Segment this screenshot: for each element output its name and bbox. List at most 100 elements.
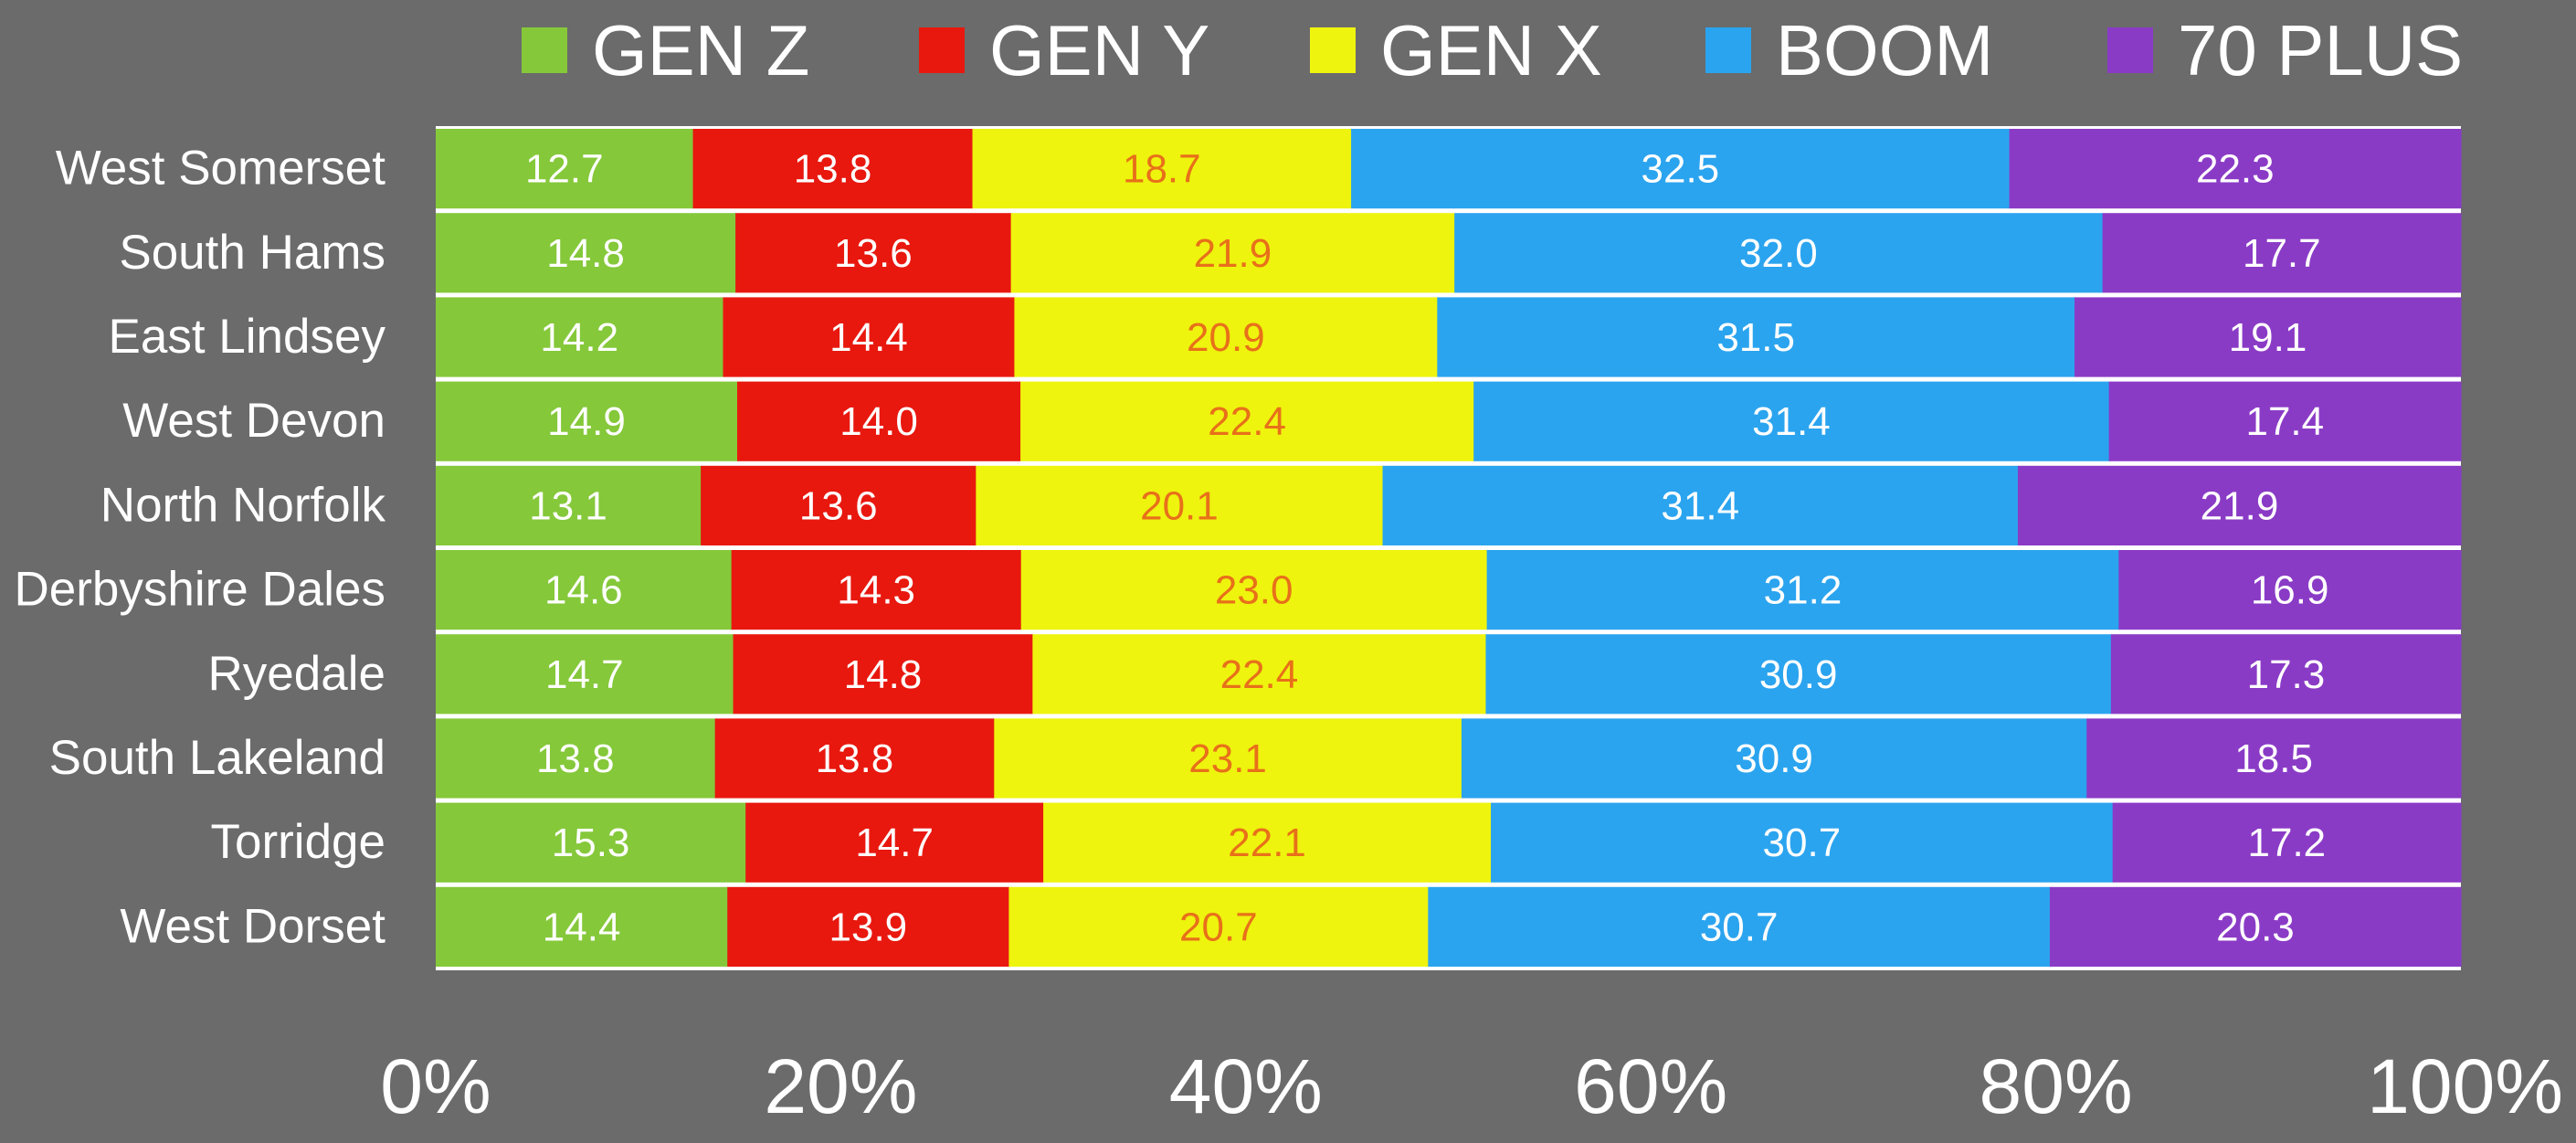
data-label-boom-torridge: 30.7	[1763, 820, 1842, 865]
legend-item-gen-z: GEN Z	[522, 10, 809, 90]
bar-segment-gen-x-torridge	[1043, 802, 1492, 883]
category-label-south-hams: South Hams	[119, 226, 385, 280]
data-label-70-plus-derbyshire-dales: 16.9	[2251, 568, 2329, 613]
bar-segment-gen-y-south-lakeland	[714, 718, 995, 799]
bar-segment-gen-z-west-somerset	[436, 129, 694, 209]
bar-segment-gen-z-west-dorset	[436, 886, 728, 967]
bar-segment-gen-y-east-lindsey	[723, 297, 1016, 377]
category-label-derbyshire-dales: Derbyshire Dales	[15, 563, 385, 617]
bar-segment-gen-z-derbyshire-dales	[436, 550, 733, 630]
data-label-gen-y-east-lindsey: 14.4	[829, 315, 908, 360]
bar-segment-boom-south-lakeland	[1461, 718, 2087, 799]
bar-segment-70-plus-east-lindsey	[2074, 297, 2462, 377]
data-label-gen-z-ryedale: 14.7	[545, 652, 624, 697]
value-axis: 0% 20% 40% 60% 80% 100%	[380, 1043, 2563, 1129]
data-label-70-plus-east-lindsey: 19.1	[2229, 315, 2307, 360]
category-label-west-devon: West Devon	[122, 394, 385, 448]
bar-segment-boom-south-hams	[1454, 213, 2104, 293]
data-label-gen-x-south-hams: 21.9	[1194, 231, 1272, 276]
x-tick-label-100: 100%	[2367, 1043, 2563, 1129]
bar-segment-70-plus-west-somerset	[2009, 129, 2462, 209]
data-label-70-plus-west-devon: 17.4	[2245, 399, 2324, 444]
data-label-gen-x-torridge: 22.1	[1228, 820, 1306, 865]
category-label-east-lindsey: East Lindsey	[109, 310, 386, 364]
data-label-gen-x-south-lakeland: 23.1	[1188, 736, 1267, 781]
legend-label-gen-z: GEN Z	[592, 10, 809, 90]
data-label-gen-y-torridge: 14.7	[855, 820, 934, 865]
bar-row-east-lindsey: 14.2 14.4 20.9 31.5 19.1	[436, 297, 2462, 377]
bar-segment-gen-x-west-somerset	[972, 129, 1352, 209]
data-label-boom-west-devon: 31.4	[1752, 399, 1831, 444]
bar-segment-gen-y-south-hams	[735, 213, 1012, 293]
bar-segment-boom-west-dorset	[1428, 886, 2051, 967]
data-label-gen-y-west-devon: 14.0	[839, 399, 918, 444]
legend-swatch-gen-z	[522, 27, 567, 73]
data-label-gen-y-south-lakeland: 13.8	[816, 736, 894, 781]
data-label-boom-north-norfolk: 31.4	[1661, 483, 1739, 528]
legend-swatch-gen-x	[1310, 27, 1356, 73]
data-label-gen-z-west-dorset: 14.4	[543, 905, 621, 949]
legend: GEN Z GEN Y GEN X BOOM 70 PLUS	[522, 10, 2463, 90]
data-label-gen-z-east-lindsey: 14.2	[540, 315, 618, 360]
legend-swatch-boom	[1705, 27, 1751, 73]
category-axis: West Somerset South Hams East Lindsey West …	[15, 142, 386, 954]
bar-segment-gen-y-north-norfolk	[701, 465, 977, 545]
data-label-boom-west-somerset: 32.5	[1642, 147, 1720, 192]
data-label-gen-y-south-hams: 13.6	[834, 231, 913, 276]
data-label-boom-ryedale: 30.9	[1759, 652, 1838, 697]
data-label-gen-x-west-devon: 22.4	[1208, 399, 1286, 444]
bar-row-torridge: 15.3 14.7 22.1 30.7 17.2	[436, 802, 2462, 883]
data-label-gen-x-west-dorset: 20.7	[1179, 905, 1258, 949]
bar-segment-boom-derbyshire-dales	[1486, 550, 2119, 630]
bar-segment-gen-y-west-devon	[737, 381, 1021, 461]
category-label-ryedale: Ryedale	[208, 647, 385, 701]
bar-segment-gen-x-derbyshire-dales	[1020, 550, 1488, 630]
data-label-gen-z-north-norfolk: 13.1	[529, 483, 607, 528]
bar-segment-boom-ryedale	[1485, 634, 2112, 714]
category-label-west-dorset: West Dorset	[120, 899, 385, 953]
bar-segment-gen-z-west-devon	[436, 381, 738, 461]
legend-item-boom: BOOM	[1705, 10, 1993, 90]
data-label-boom-west-dorset: 30.7	[1700, 905, 1779, 949]
bar-row-north-norfolk: 13.1 13.6 20.1 31.4 21.9	[436, 465, 2462, 545]
bar-segment-gen-x-south-hams	[1010, 213, 1455, 293]
legend-item-70-plus: 70 PLUS	[2107, 10, 2463, 90]
bar-segment-gen-x-east-lindsey	[1014, 297, 1438, 377]
bar-segment-70-plus-torridge	[2112, 802, 2462, 883]
data-label-70-plus-west-somerset: 22.3	[2196, 147, 2275, 192]
data-label-boom-south-lakeland: 30.9	[1735, 736, 1813, 781]
x-tick-label-80: 80%	[1980, 1043, 2133, 1129]
plot-bottom-line	[436, 968, 2461, 970]
bar-segment-gen-z-torridge	[436, 802, 746, 883]
bar-segment-70-plus-south-hams	[2102, 213, 2462, 293]
data-label-gen-y-west-dorset: 13.9	[829, 905, 908, 949]
data-label-gen-z-south-hams: 14.8	[546, 231, 625, 276]
data-label-70-plus-north-norfolk: 21.9	[2201, 483, 2279, 528]
x-tick-label-60: 60%	[1574, 1043, 1727, 1129]
data-label-70-plus-ryedale: 17.3	[2247, 652, 2326, 697]
bar-segment-70-plus-ryedale	[2110, 634, 2462, 714]
data-label-70-plus-west-dorset: 20.3	[2216, 905, 2295, 949]
plot-area: 12.7 13.8 18.7 32.5 22.3 14.8 13.6 21.9 32.0 17.7…	[436, 126, 2462, 970]
legend-label-gen-y: GEN Y	[989, 10, 1209, 90]
data-label-gen-x-north-norfolk: 20.1	[1140, 483, 1219, 528]
bar-segment-gen-x-ryedale	[1032, 634, 1487, 714]
bar-segment-gen-z-east-lindsey	[436, 297, 724, 377]
bar-row-west-somerset: 12.7 13.8 18.7 32.5 22.3	[436, 129, 2462, 209]
bar-row-derbyshire-dales: 14.6 14.3 23.0 31.2 16.9	[436, 550, 2462, 630]
category-label-torridge: Torridge	[211, 815, 385, 869]
data-label-boom-east-lindsey: 31.5	[1716, 315, 1795, 360]
data-label-70-plus-torridge: 17.2	[2248, 820, 2327, 865]
bar-segment-gen-z-south-lakeland	[436, 718, 716, 799]
data-label-gen-z-derbyshire-dales: 14.6	[544, 568, 623, 613]
bar-row-ryedale: 14.7 14.8 22.4 30.9 17.3	[436, 634, 2462, 714]
bar-segment-boom-west-devon	[1473, 381, 2110, 461]
legend-label-gen-x: GEN X	[1380, 10, 1602, 90]
bar-segment-70-plus-west-dorset	[2049, 886, 2462, 967]
bar-segment-gen-x-north-norfolk	[976, 465, 1384, 545]
bar-segment-boom-west-somerset	[1351, 129, 2011, 209]
bar-segment-gen-z-north-norfolk	[436, 465, 702, 545]
data-label-gen-z-west-somerset: 12.7	[525, 147, 604, 192]
legend-swatch-gen-y	[919, 27, 965, 73]
